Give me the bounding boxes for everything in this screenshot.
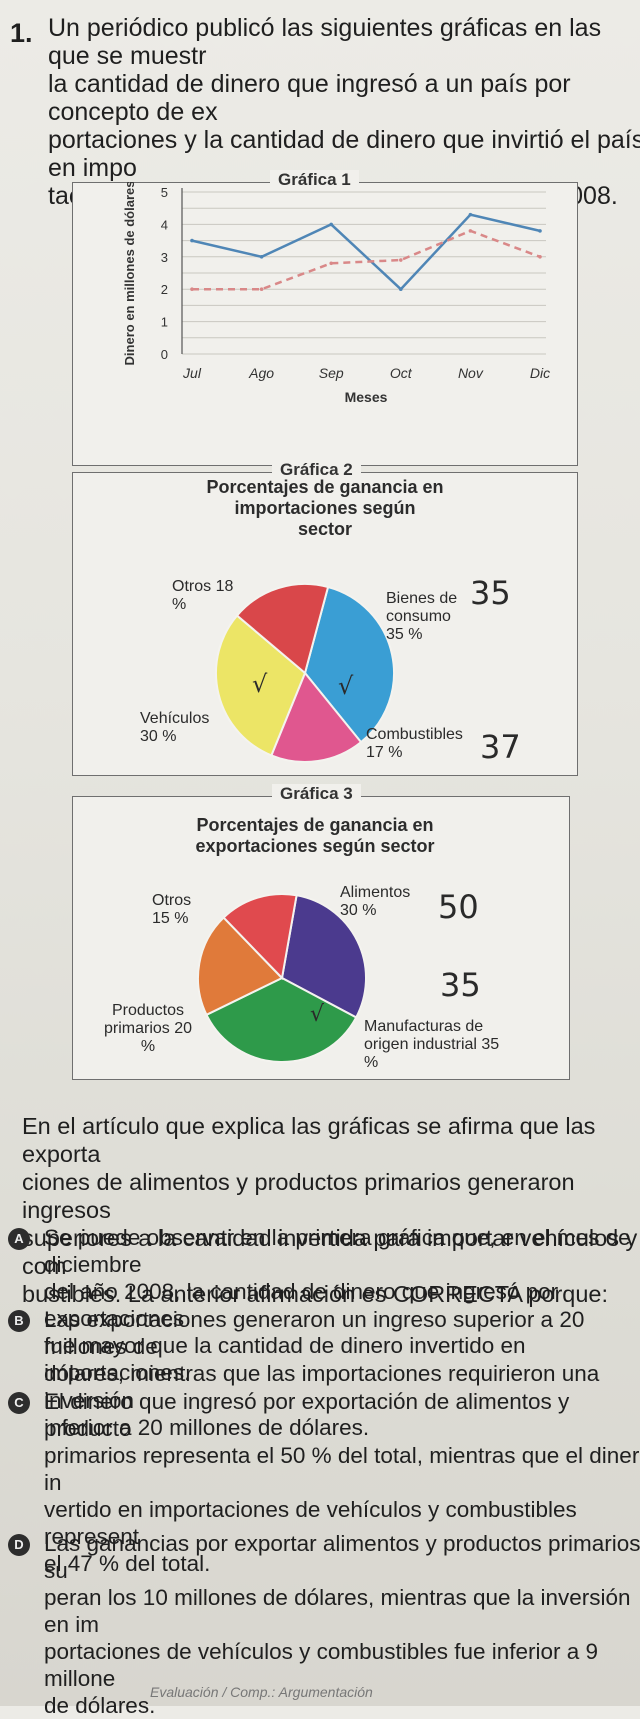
pie-slice (197, 916, 284, 1017)
handwritten-check: √ (310, 1002, 325, 1027)
data-point (538, 255, 542, 259)
data-point (538, 229, 542, 233)
data-point (468, 229, 473, 233)
option-b-bullet: B (8, 1310, 30, 1332)
pie-slice (222, 893, 298, 981)
x-tick-label: Sep (319, 365, 344, 381)
x-tick-label: Oct (390, 365, 413, 381)
handwritten-number: 37 (480, 728, 521, 766)
handwritten-number: 35 (470, 574, 511, 612)
pie-slice (270, 671, 363, 763)
chart3-title: Gráfica 3 (272, 784, 361, 804)
option-d-text: Las ganancias por exportar alimentos y p… (44, 1531, 640, 1718)
data-point (399, 287, 403, 291)
data-point (399, 258, 403, 262)
data-point (329, 261, 334, 266)
option-b-text: Las exportaciones generaron un ingreso s… (44, 1307, 600, 1440)
pie3-label-alimentos: Alimentos 30 % (340, 884, 411, 919)
chart2-title: Gráfica 2 (272, 460, 361, 480)
data-point (259, 255, 264, 259)
line-chart: 0 1 2 3 4 5 Jul Ago Sep Oct Nov Dic Meses Dinero en m… (122, 182, 550, 405)
data-point (190, 238, 194, 243)
handwritten-check: √ (338, 672, 354, 700)
chart1-title: Gráfica 1 (270, 170, 359, 190)
pie-slice (303, 585, 395, 744)
x-tick-label: Ago (248, 365, 274, 381)
x-tick-label: Nov (458, 365, 484, 381)
option-c-bullet: C (8, 1392, 30, 1414)
y-tick-label: 1 (161, 315, 168, 330)
data-point (190, 287, 194, 291)
pie-slice (205, 976, 358, 1063)
option-d-bullet: D (8, 1534, 30, 1556)
pie2-label-combustibles: Combustibles 17 % (366, 726, 463, 761)
data-point (329, 222, 334, 227)
pie3-label-otros: Otros 15 % (152, 892, 192, 927)
handwritten-check: √ (252, 670, 268, 698)
pie2-label-vehiculos: Vehículos 30 % (140, 710, 210, 745)
pie2-label-otros: Otros 18 % (172, 578, 234, 613)
chart2-subtitle: Porcentajes de ganancia en importaciones… (206, 477, 444, 539)
data-point (259, 287, 264, 291)
pie-chart-imports (215, 583, 395, 763)
question-number: 1. (10, 18, 33, 48)
pie3-label-productos: Productos primarios 20 % (103, 1002, 193, 1055)
pie-chart-exports (197, 893, 367, 1063)
data-point (468, 212, 473, 217)
option-a-text: Se puede observar en la primera gráfica … (44, 1225, 631, 1385)
x-axis-label: Meses (345, 389, 388, 405)
y-tick-label: 4 (161, 217, 168, 232)
pie-slice (215, 614, 307, 757)
page-footer: Evaluación / Comp.: Argumentación (150, 1684, 373, 1700)
x-tick-label: Dic (530, 365, 550, 381)
y-tick-label: 0 (161, 347, 168, 362)
pie2-label-bienes: Bienes de consumo 35 % (386, 590, 458, 643)
chart1-panel (72, 182, 578, 466)
question-stem: En el artículo que explica las gráficas … (22, 1113, 638, 1307)
pie-slice (280, 894, 367, 1019)
x-tick-label: Jul (182, 365, 202, 381)
handwritten-number: 50 (438, 888, 479, 926)
y-tick-label: 5 (161, 185, 168, 200)
series-line (192, 229, 541, 291)
pie-slice (235, 583, 330, 675)
option-a-bullet: A (8, 1228, 30, 1250)
y-axis-label: Dinero en millones de dólares (122, 182, 137, 365)
series-line (191, 213, 541, 291)
handwritten-number: 35 (440, 966, 481, 1004)
y-tick-label: 2 (161, 282, 168, 297)
y-tick-label: 3 (161, 250, 168, 265)
chart3-subtitle: Porcentajes de ganancia en exportaciones… (195, 815, 435, 856)
pie3-label-manufacturas: Manufacturas de origen industrial 35 % (364, 1018, 500, 1071)
option-c-text: El dinero que ingresó por exportación de… (44, 1389, 640, 1576)
